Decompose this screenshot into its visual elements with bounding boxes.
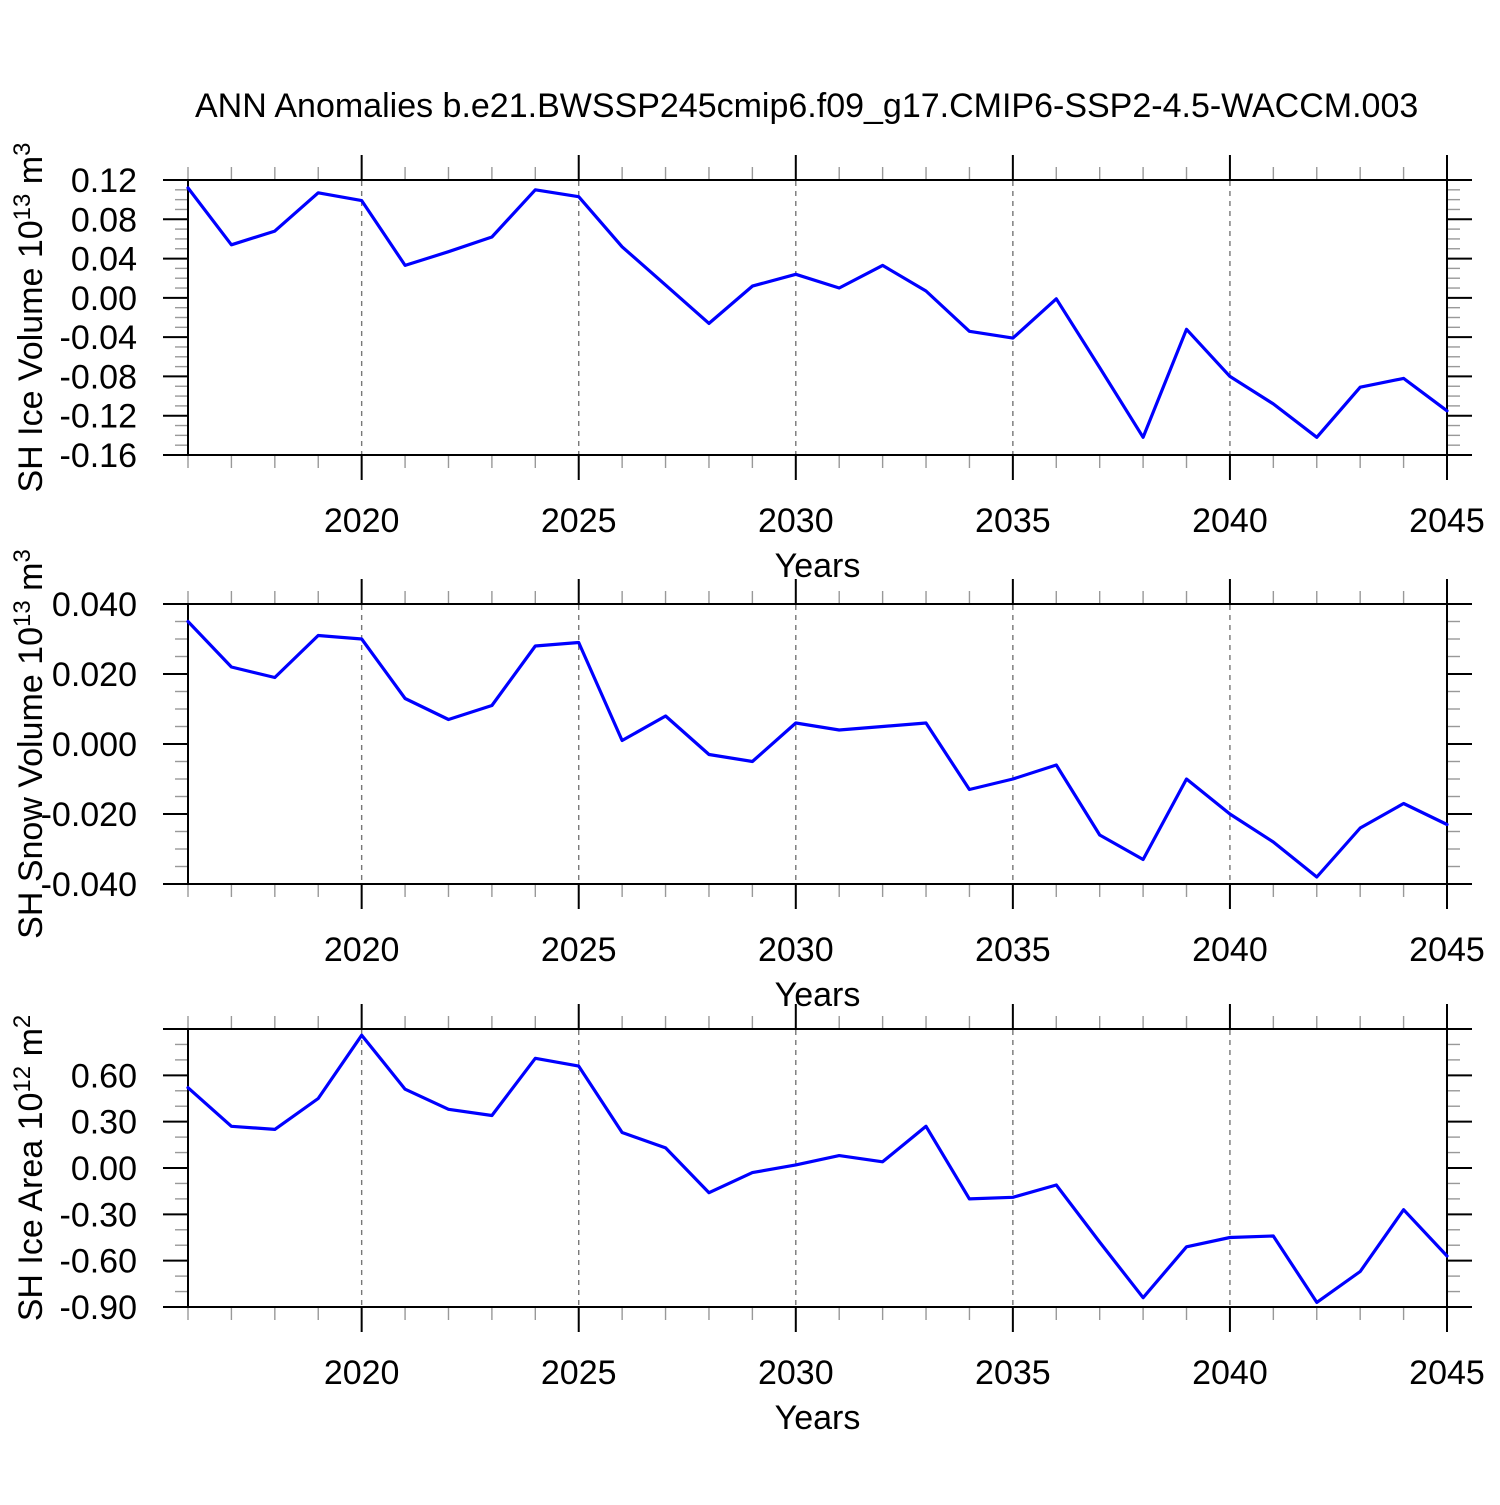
x-tick-label: 2030 xyxy=(758,502,834,540)
y-axis-title: SH Ice Volume 1013 m3 xyxy=(9,143,50,493)
x-tick-label: 2030 xyxy=(758,931,834,969)
panel-sh-ice-area: 0.60 0.30 0.00 -0.30 -0.60 -0.90 2020 2025 2030 2… xyxy=(9,1004,1485,1437)
x-tick-label: 2020 xyxy=(324,931,400,969)
x-tick-label: 2045 xyxy=(1409,1354,1485,1392)
y-tick-label: -0.90 xyxy=(60,1289,138,1327)
y-tick-label: -0.30 xyxy=(60,1196,138,1234)
y-tick-label: 0.00 xyxy=(71,280,137,318)
x-tick-label: 2020 xyxy=(324,1354,400,1392)
x-tick-label: 2035 xyxy=(975,931,1051,969)
y-tick-label: 0.020 xyxy=(52,656,137,694)
x-tick-label: 2025 xyxy=(541,931,617,969)
panels-group: 0.120.080.040.00-0.04-0.08-0.12-0.162020… xyxy=(9,143,1485,1438)
y-tick-label: -0.16 xyxy=(60,437,138,475)
y-tick-label: 0.60 xyxy=(71,1057,137,1095)
plot-frame xyxy=(187,603,1448,885)
y-tick-label: 0.000 xyxy=(52,726,137,764)
x-tick-label: 2020 xyxy=(324,502,400,540)
x-axis-title: Years xyxy=(775,976,861,1014)
x-tick-label: 2040 xyxy=(1192,502,1268,540)
x-axis-title: Years xyxy=(775,547,861,585)
y-axis-title: SH Snow Volume 1013 m3 xyxy=(9,549,50,939)
x-tick-label: 2030 xyxy=(758,1354,834,1392)
panel-sh-ice-volume: 0.120.080.040.00-0.04-0.08-0.12-0.16 2020… xyxy=(9,143,1485,586)
x-tick-label: 2035 xyxy=(975,502,1051,540)
y-tick-label: -0.60 xyxy=(60,1243,138,1281)
x-tick-label: 2040 xyxy=(1192,1354,1268,1392)
y-tick-label: -0.040 xyxy=(41,866,137,904)
y-tick-label: 0.30 xyxy=(71,1104,137,1142)
sh-snow-volume-line xyxy=(186,619,1449,879)
y-tick-label: 0.12 xyxy=(71,162,137,200)
y-tick-label: 0.04 xyxy=(71,241,137,279)
chart-title: ANN Anomalies b.e21.BWSSP245cmip6.f09_g1… xyxy=(195,87,1418,125)
y-tick-label: -0.08 xyxy=(60,358,138,396)
y-tick-label: 0.08 xyxy=(71,201,137,239)
x-tick-label: 2025 xyxy=(541,502,617,540)
y-tick-label: 0.040 xyxy=(52,586,137,624)
sh-ice-volume-line xyxy=(186,186,1449,439)
x-tick-label: 2035 xyxy=(975,1354,1051,1392)
y-tick-label: -0.020 xyxy=(41,796,137,834)
plot-frame xyxy=(187,179,1448,456)
x-tick-label: 2045 xyxy=(1409,931,1485,969)
sh-ice-area-line xyxy=(186,1033,1449,1305)
y-tick-label: -0.12 xyxy=(60,398,138,436)
x-tick-label: 2025 xyxy=(541,1354,617,1392)
panel-sh-snow-volume: 0.040 0.020 0.000 -0.020 -0.040 2020 2025 2030 2… xyxy=(9,549,1485,1014)
x-axis-title: Years xyxy=(775,1399,861,1437)
x-tick-label: 2045 xyxy=(1409,502,1485,540)
y-tick-label: -0.04 xyxy=(60,319,138,357)
y-tick-label: 0.00 xyxy=(71,1150,137,1188)
y-axis-title: SH Ice Area 1012 m2 xyxy=(9,1015,50,1322)
x-tick-label: 2040 xyxy=(1192,931,1268,969)
plot-frame xyxy=(187,1028,1448,1308)
